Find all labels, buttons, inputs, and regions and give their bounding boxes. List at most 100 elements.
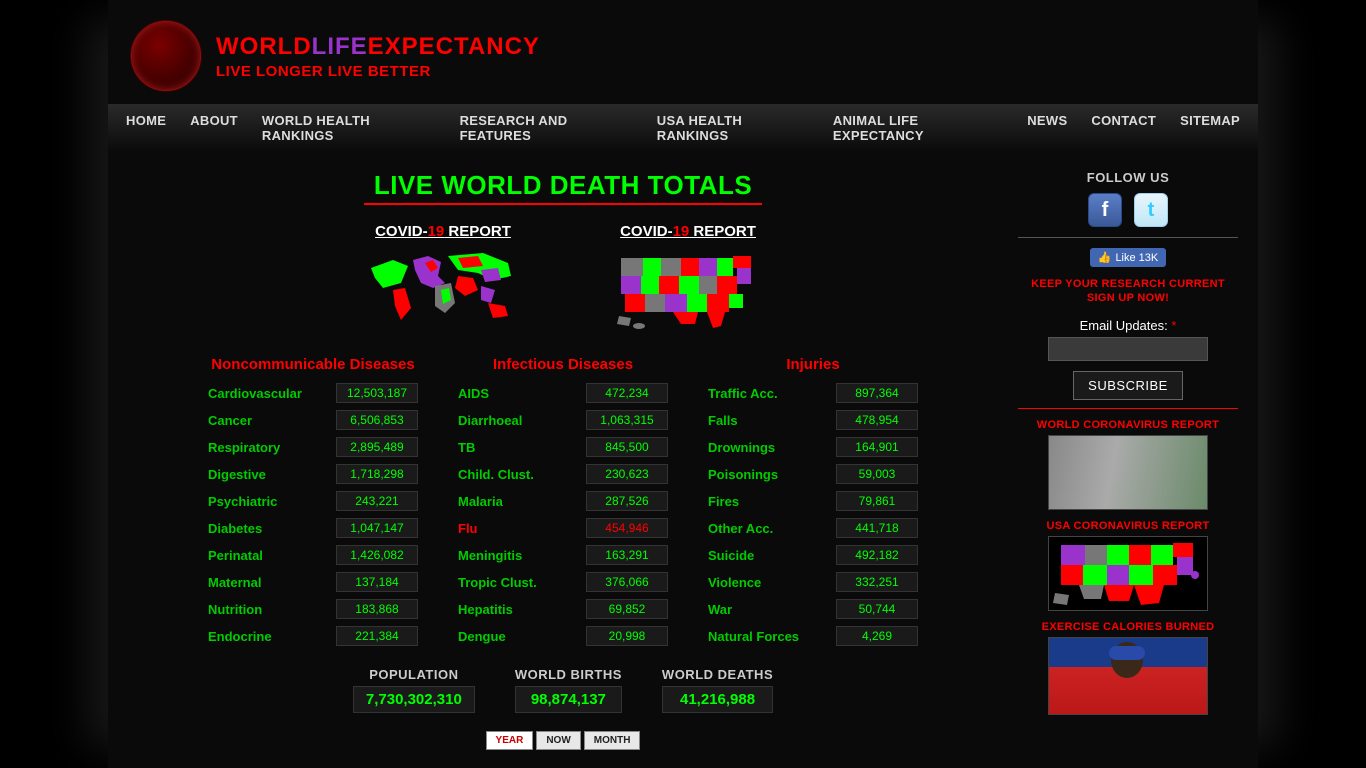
stat-label-nutrition[interactable]: Nutrition <box>208 602 262 617</box>
stat-label-tb[interactable]: TB <box>458 440 475 455</box>
world-map-icon[interactable] <box>363 248 523 328</box>
sidebar: FOLLOW US f t 👍Like 13K KEEP YOUR RESEAR… <box>1018 170 1238 750</box>
stat-label-malaria[interactable]: Malaria <box>458 494 503 509</box>
stat-label-perinatal[interactable]: Perinatal <box>208 548 263 563</box>
stat-value: 183,868 <box>336 599 418 619</box>
stat-value: 376,066 <box>586 572 668 592</box>
stat-row: Dengue20,998 <box>458 626 668 646</box>
thumbs-up-icon: 👍 <box>1098 251 1112 264</box>
usa-coronavirus-promo[interactable] <box>1048 536 1208 611</box>
toggle-now[interactable]: NOW <box>536 731 580 750</box>
facebook-icon[interactable]: f <box>1088 193 1122 227</box>
stat-label-poisonings[interactable]: Poisonings <box>708 467 778 482</box>
stat-label-flu[interactable]: Flu <box>458 521 478 536</box>
brand-word-2: LIFE <box>312 33 368 60</box>
exercise-promo[interactable] <box>1048 637 1208 715</box>
toggle-month[interactable]: MONTH <box>584 731 641 750</box>
stat-label-natural-forces[interactable]: Natural Forces <box>708 629 799 644</box>
stat-row: TB845,500 <box>458 437 668 457</box>
stat-label-aids[interactable]: AIDS <box>458 386 489 401</box>
stat-label-drownings[interactable]: Drownings <box>708 440 775 455</box>
stat-label-dengue[interactable]: Dengue <box>458 629 506 644</box>
stat-value: 441,718 <box>836 518 918 538</box>
usa-report-label[interactable]: COVID-19 REPORT <box>620 223 756 240</box>
stat-row: Respiratory 2,895,489 <box>208 437 418 457</box>
brand-title: WORLDLIFEEXPECTANCY <box>216 33 540 61</box>
stat-row: War50,744 <box>708 599 918 619</box>
nav-sitemap[interactable]: SITEMAP <box>1180 113 1240 143</box>
nav-world-health-rankings[interactable]: WORLD HEALTH RANKINGS <box>262 113 436 143</box>
usa-map-icon[interactable] <box>613 248 763 336</box>
stat-row: Cancer 6,506,853 <box>208 410 418 430</box>
stat-label-diabetes[interactable]: Diabetes <box>208 521 262 536</box>
stat-label-psychiatric[interactable]: Psychiatric <box>208 494 277 509</box>
subscribe-button[interactable]: SUBSCRIBE <box>1073 371 1183 400</box>
stat-label-child-clust-[interactable]: Child. Clust. <box>458 467 534 482</box>
stat-value: 287,526 <box>586 491 668 511</box>
main-content: LIVE WORLD DEATH TOTALS COVID-19 REPORT <box>128 170 998 750</box>
twitter-icon[interactable]: t <box>1134 193 1168 227</box>
facebook-like-button[interactable]: 👍Like 13K <box>1018 248 1238 267</box>
category-head-2: Injuries <box>708 356 918 373</box>
total-label: WORLD DEATHS <box>662 667 773 682</box>
stat-label-endocrine[interactable]: Endocrine <box>208 629 272 644</box>
follow-heading: FOLLOW US <box>1018 170 1238 185</box>
stat-row: Suicide492,182 <box>708 545 918 565</box>
stat-value: 59,003 <box>836 464 918 484</box>
world-coronavirus-promo[interactable] <box>1048 435 1208 510</box>
stat-row: Cardiovascular12,503,187 <box>208 383 418 403</box>
nav-news[interactable]: NEWS <box>1027 113 1067 143</box>
stat-label-war[interactable]: War <box>708 602 732 617</box>
world-report-block[interactable]: COVID-19 REPORT <box>363 223 523 336</box>
stat-label-hepatitis[interactable]: Hepatitis <box>458 602 513 617</box>
stat-row: Hepatitis69,852 <box>458 599 668 619</box>
stat-value: 230,623 <box>586 464 668 484</box>
stat-label-violence[interactable]: Violence <box>708 575 761 590</box>
stat-label-tropic-clust-[interactable]: Tropic Clust. <box>458 575 537 590</box>
stat-label-fires[interactable]: Fires <box>708 494 739 509</box>
nav-home[interactable]: HOME <box>126 113 166 143</box>
page-title: LIVE WORLD DEATH TOTALS <box>364 170 762 205</box>
usa-report-block[interactable]: COVID-19 REPORT <box>613 223 763 336</box>
brand-word-1: WORLD <box>216 33 312 60</box>
stat-value: 1,718,298 <box>336 464 418 484</box>
stat-label-falls[interactable]: Falls <box>708 413 738 428</box>
brand-word-3: EXPECTANCY <box>368 33 540 60</box>
total-value: 98,874,137 <box>515 686 622 713</box>
stat-label-other-acc-[interactable]: Other Acc. <box>708 521 773 536</box>
stat-label-diarrhoeal[interactable]: Diarrhoeal <box>458 413 522 428</box>
toggle-year[interactable]: YEAR <box>486 731 534 750</box>
stat-value: 164,901 <box>836 437 918 457</box>
stat-value: 6,506,853 <box>336 410 418 430</box>
stat-row: Violence332,251 <box>708 572 918 592</box>
stat-value: 472,234 <box>586 383 668 403</box>
nav-contact[interactable]: CONTACT <box>1091 113 1156 143</box>
total-label: POPULATION <box>353 667 475 682</box>
nav-about[interactable]: ABOUT <box>190 113 238 143</box>
nav-usa-health-rankings[interactable]: USA HEALTH RANKINGS <box>657 113 809 143</box>
stat-row: Child. Clust. 230,623 <box>458 464 668 484</box>
stat-label-cardiovascular[interactable]: Cardiovascular <box>208 386 302 401</box>
nav-animal-life-expectancy[interactable]: ANIMAL LIFE EXPECTANCY <box>833 113 1003 143</box>
stat-row: Falls478,954 <box>708 410 918 430</box>
brand-tagline: LIVE LONGER LIVE BETTER <box>216 63 540 80</box>
stat-value: 2,895,489 <box>336 437 418 457</box>
stat-row: Traffic Acc.897,364 <box>708 383 918 403</box>
stat-label-suicide[interactable]: Suicide <box>708 548 754 563</box>
stat-label-meningitis[interactable]: Meningitis <box>458 548 522 563</box>
stat-row: Endocrine221,384 <box>208 626 418 646</box>
stat-label-maternal[interactable]: Maternal <box>208 575 261 590</box>
stat-label-digestive[interactable]: Digestive <box>208 467 266 482</box>
stat-value: 163,291 <box>586 545 668 565</box>
world-report-label[interactable]: COVID-19 REPORT <box>375 223 511 240</box>
stat-row: Tropic Clust. 376,066 <box>458 572 668 592</box>
stat-row: Drownings 164,901 <box>708 437 918 457</box>
stat-label-cancer[interactable]: Cancer <box>208 413 252 428</box>
logo-globe-icon[interactable] <box>130 20 202 92</box>
email-label: Email Updates: * <box>1018 318 1238 333</box>
email-input[interactable] <box>1048 337 1208 361</box>
stat-row: Maternal137,184 <box>208 572 418 592</box>
stat-label-respiratory[interactable]: Respiratory <box>208 440 280 455</box>
nav-research-and-features[interactable]: RESEARCH AND FEATURES <box>460 113 633 143</box>
stat-label-traffic-acc-[interactable]: Traffic Acc. <box>708 386 778 401</box>
